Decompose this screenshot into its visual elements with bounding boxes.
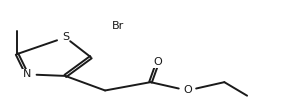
Text: N: N — [23, 69, 31, 79]
Text: O: O — [153, 57, 162, 67]
Text: S: S — [62, 32, 69, 42]
Text: O: O — [183, 85, 192, 95]
Text: Br: Br — [112, 21, 124, 31]
